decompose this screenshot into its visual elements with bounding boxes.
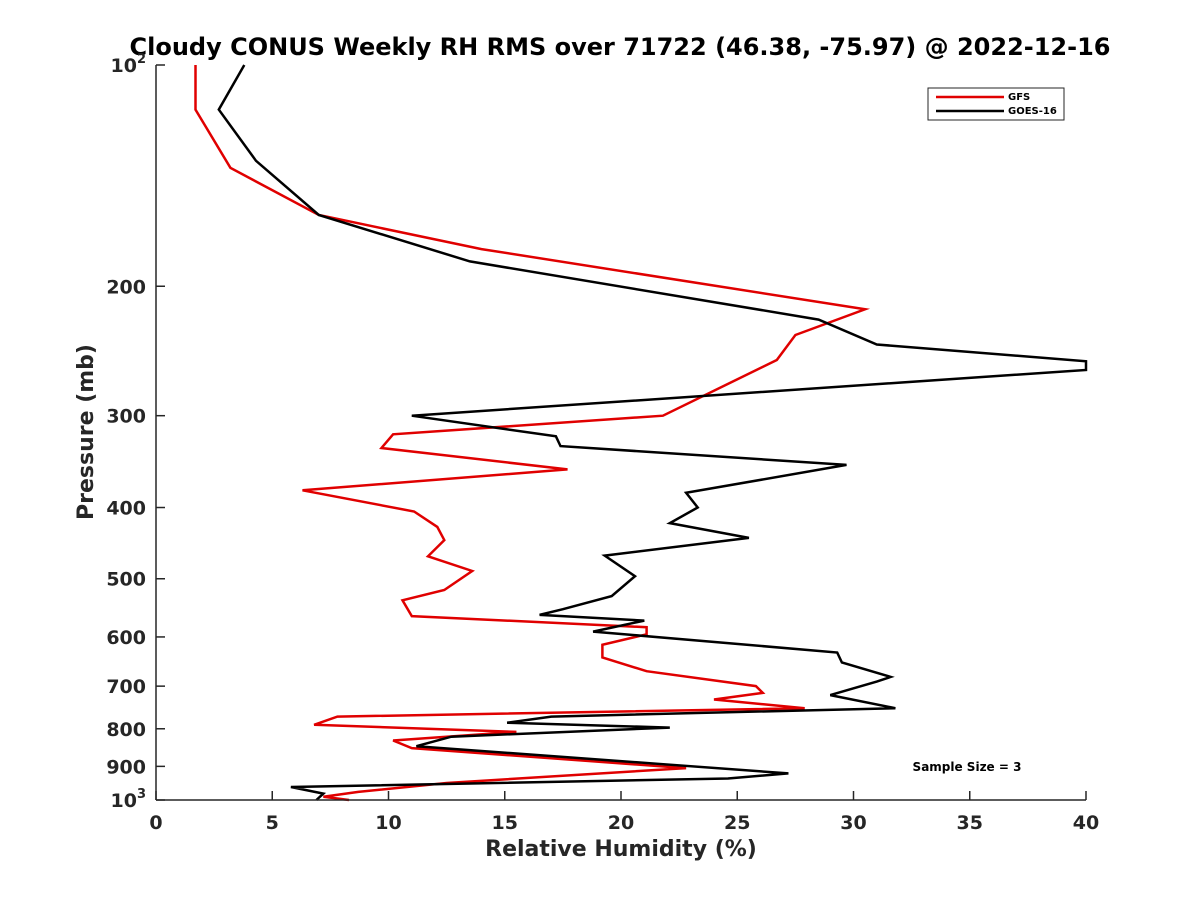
y-tick-label: 200 xyxy=(106,276,146,298)
x-tick-label: 25 xyxy=(724,812,750,834)
legend-label-goes16: GOES-16 xyxy=(1008,106,1057,117)
y-tick-label: 400 xyxy=(106,498,146,520)
series-line-goes16 xyxy=(217,64,1088,801)
legend: GFS GOES-16 xyxy=(927,87,1065,121)
legend-box xyxy=(927,87,1065,121)
x-tick-label: 0 xyxy=(149,812,162,834)
plot-area xyxy=(156,65,1086,800)
y-tick-label: 900 xyxy=(106,756,146,778)
y-tick-label: 300 xyxy=(106,406,146,428)
y-tick-label: 700 xyxy=(106,676,146,698)
y-tick-label: 102 xyxy=(111,52,147,77)
x-ticks: 0 5 10 15 20 25 30 35 40 xyxy=(149,791,1099,834)
x-tick-label: 20 xyxy=(608,812,634,834)
x-tick-label: 15 xyxy=(492,812,518,834)
y-tick-label: 500 xyxy=(106,569,146,591)
y-tick-label: 800 xyxy=(106,719,146,741)
x-tick-label: 30 xyxy=(840,812,866,834)
x-tick-label: 40 xyxy=(1073,812,1099,834)
x-tick-label: 35 xyxy=(957,812,983,834)
sample-size-annotation: Sample Size = 3 xyxy=(913,760,1022,774)
y-tick-label: 103 xyxy=(111,787,147,812)
y-ticks: 102 200 300 400 500 600 700 800 900 103 xyxy=(106,52,165,812)
y-tick-label: 600 xyxy=(106,627,146,649)
y-axis-label: Pressure (mb) xyxy=(74,344,99,520)
legend-label-gfs: GFS xyxy=(1008,92,1030,103)
series-lines xyxy=(194,64,1088,802)
x-tick-label: 10 xyxy=(375,812,401,834)
x-axis-label: Relative Humidity (%) xyxy=(485,837,757,862)
chart-title: Cloudy CONUS Weekly RH RMS over 71722 (4… xyxy=(130,33,1111,61)
x-tick-label: 5 xyxy=(266,812,279,834)
